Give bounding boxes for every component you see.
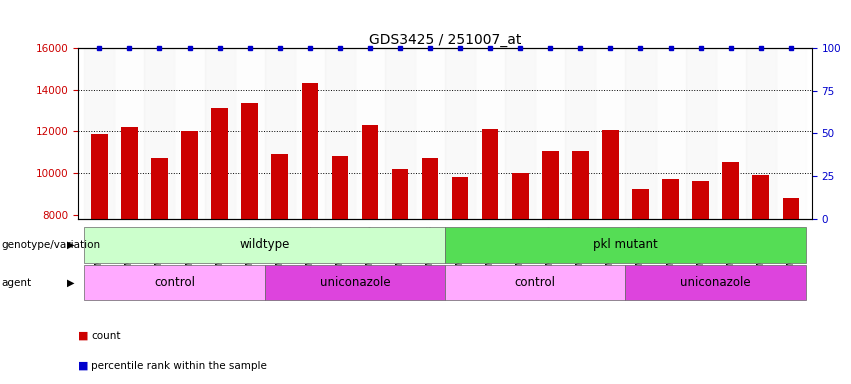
Bar <box>662 179 679 219</box>
Bar <box>776 48 806 219</box>
Bar <box>355 48 385 219</box>
Bar <box>265 48 294 219</box>
Text: ▶: ▶ <box>67 240 75 250</box>
Bar <box>505 48 535 219</box>
Text: control: control <box>515 276 556 289</box>
Bar <box>242 103 258 219</box>
Bar <box>151 159 168 219</box>
Bar <box>655 48 686 219</box>
Text: genotype/variation: genotype/variation <box>2 240 100 250</box>
Text: agent: agent <box>2 278 31 288</box>
Bar <box>542 151 558 219</box>
Bar <box>752 175 769 219</box>
Bar <box>572 151 589 219</box>
Bar <box>565 48 596 219</box>
Text: uniconazole: uniconazole <box>680 276 751 289</box>
Text: control: control <box>154 276 195 289</box>
Bar <box>325 48 355 219</box>
Bar <box>181 131 197 219</box>
Text: count: count <box>91 331 121 341</box>
Text: uniconazole: uniconazole <box>320 276 391 289</box>
Bar <box>512 173 528 219</box>
Text: pkl mutant: pkl mutant <box>593 238 658 252</box>
Bar <box>235 48 265 219</box>
Bar <box>271 154 288 219</box>
Bar <box>362 125 378 219</box>
Bar <box>121 127 138 219</box>
Bar <box>783 198 799 219</box>
Bar <box>722 162 739 219</box>
Bar <box>745 48 776 219</box>
Bar <box>603 130 619 219</box>
Bar <box>385 48 415 219</box>
Bar <box>114 48 145 219</box>
Text: percentile rank within the sample: percentile rank within the sample <box>91 361 267 371</box>
Bar <box>174 48 204 219</box>
Bar <box>301 83 318 219</box>
Bar <box>596 48 625 219</box>
Bar <box>452 177 468 219</box>
Bar <box>693 181 709 219</box>
Bar <box>632 189 648 219</box>
Bar <box>686 48 716 219</box>
Bar <box>91 134 107 219</box>
Bar <box>716 48 745 219</box>
Bar <box>422 159 438 219</box>
Text: wildtype: wildtype <box>239 238 290 252</box>
Bar <box>84 48 114 219</box>
Bar <box>415 48 445 219</box>
Text: ■: ■ <box>78 361 89 371</box>
Bar <box>294 48 325 219</box>
Bar <box>211 108 228 219</box>
Text: ■: ■ <box>78 331 89 341</box>
Bar <box>145 48 174 219</box>
Text: ▶: ▶ <box>67 278 75 288</box>
Bar <box>535 48 565 219</box>
Bar <box>445 48 475 219</box>
Bar <box>204 48 235 219</box>
Bar <box>482 129 499 219</box>
Title: GDS3425 / 251007_at: GDS3425 / 251007_at <box>368 33 522 47</box>
Bar <box>475 48 505 219</box>
Bar <box>391 169 408 219</box>
Bar <box>332 156 348 219</box>
Bar <box>625 48 655 219</box>
